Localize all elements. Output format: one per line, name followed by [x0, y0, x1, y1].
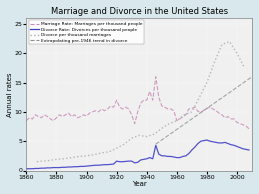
- X-axis label: Year: Year: [132, 181, 147, 187]
- Legend: Marriage Rate: Marriages per thousand people, Divorce Rate: Divorces per thousan: Marriage Rate: Marriages per thousand pe…: [28, 20, 145, 44]
- Title: Marriage and Divorce in the United States: Marriage and Divorce in the United State…: [51, 7, 228, 16]
- Y-axis label: Annual rates: Annual rates: [7, 72, 13, 117]
